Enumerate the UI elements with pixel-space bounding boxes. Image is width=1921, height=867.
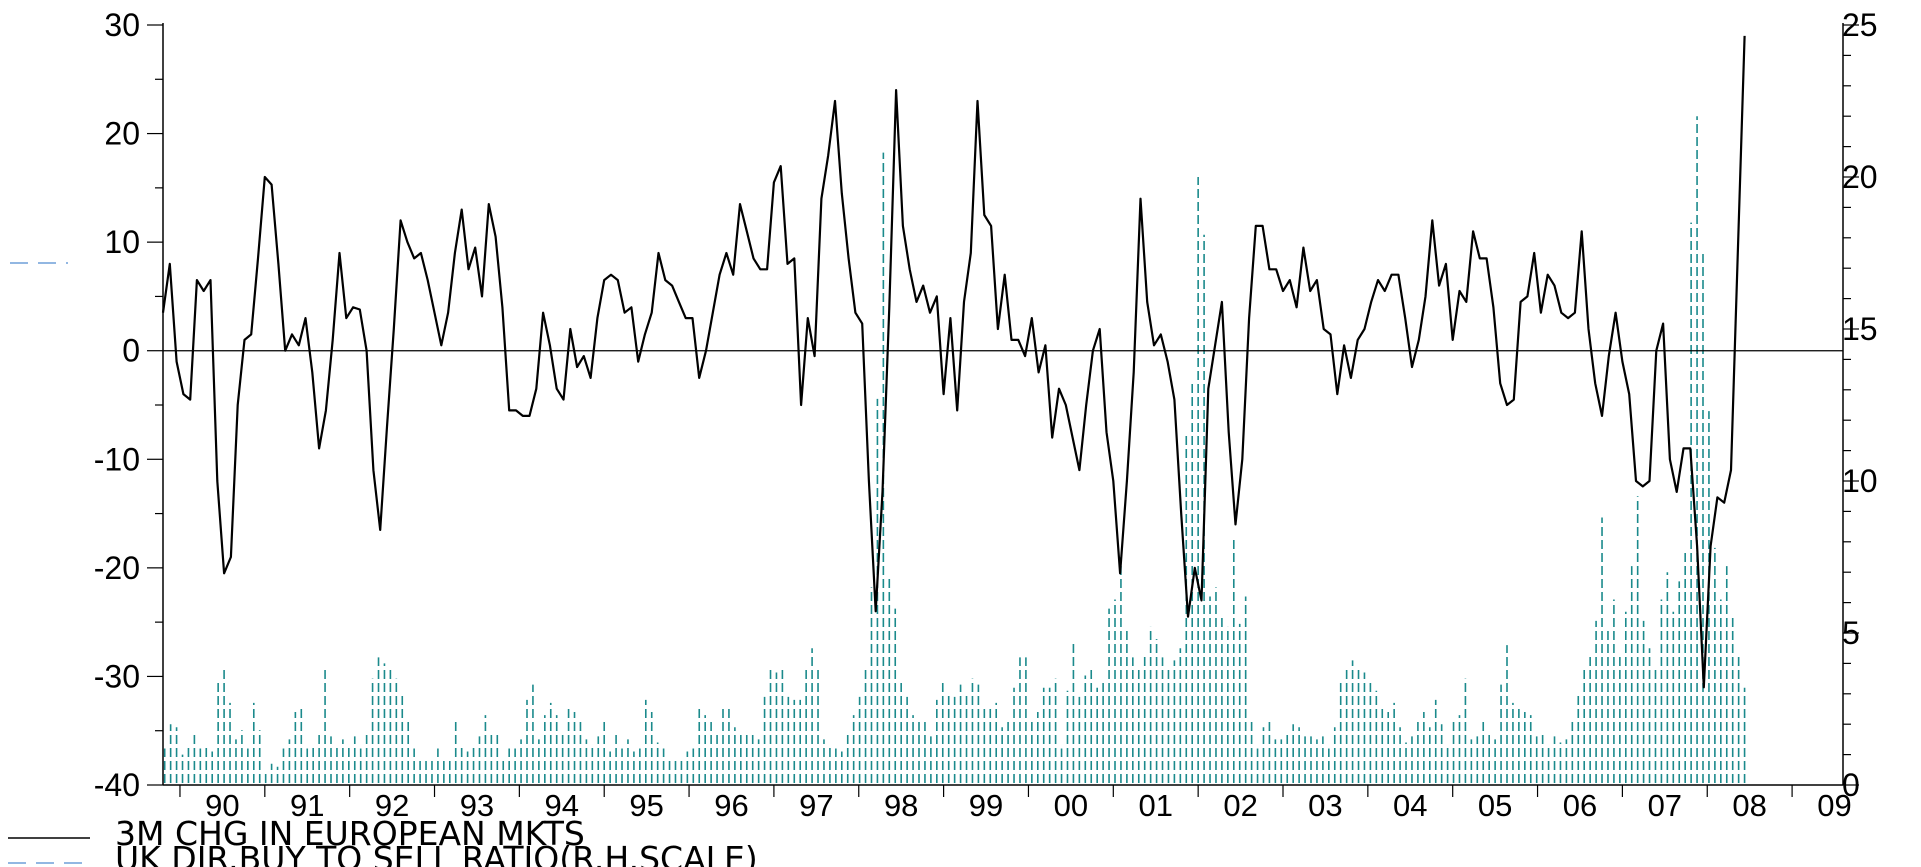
left-tick-label: 30 xyxy=(104,7,140,43)
x-year-label: 90 xyxy=(205,788,239,823)
x-year-label: 08 xyxy=(1732,788,1766,823)
european-mkts-line xyxy=(161,35,1746,689)
left-tick-label: -40 xyxy=(94,767,140,803)
x-year-label: 06 xyxy=(1563,788,1597,823)
left-tick-label: -20 xyxy=(94,550,140,586)
left-tick-label: 10 xyxy=(104,224,140,260)
left-tick-label: 20 xyxy=(104,116,140,152)
x-year-label: 97 xyxy=(799,788,833,823)
legend-label-european-mkts: 3M CHG IN EUROPEAN MKTS xyxy=(115,814,585,853)
right-tick-label: 10 xyxy=(1842,463,1878,499)
european-mkts-line-series xyxy=(161,35,1746,689)
right-tick-label: 20 xyxy=(1842,159,1878,195)
x-year-label: 07 xyxy=(1648,788,1682,823)
x-year-label: 98 xyxy=(884,788,918,823)
x-year-label: 99 xyxy=(969,788,1003,823)
legend-label-buy-sell-ratio: UK DIR.BUY TO SELL RATIO(R.H.SCALE) xyxy=(115,839,758,867)
x-year-label: 00 xyxy=(1054,788,1088,823)
x-year-label: 94 xyxy=(545,788,579,823)
right-tick-label: 15 xyxy=(1842,311,1878,347)
x-year-label: 91 xyxy=(290,788,324,823)
x-year-label: 93 xyxy=(460,788,494,823)
left-tick-label: -10 xyxy=(94,441,140,477)
x-year-label: 04 xyxy=(1393,788,1427,823)
right-tick-label: 0 xyxy=(1842,767,1860,803)
x-year-label: 96 xyxy=(714,788,748,823)
x-year-label: 03 xyxy=(1308,788,1342,823)
right-tick-label: 5 xyxy=(1842,615,1860,651)
x-year-label: 92 xyxy=(375,788,409,823)
x-year-label: 95 xyxy=(629,788,663,823)
x-year-label: 01 xyxy=(1138,788,1172,823)
x-year-label: 09 xyxy=(1817,788,1851,823)
right-tick-label: 25 xyxy=(1842,7,1878,43)
buy-sell-ratio-bars xyxy=(163,116,1746,783)
legend: 3M CHG IN EUROPEAN MKTS UK DIR.BUY TO SE… xyxy=(8,262,758,867)
left-tick-label: -30 xyxy=(94,658,140,694)
x-year-label: 05 xyxy=(1478,788,1512,823)
x-year-label: 02 xyxy=(1223,788,1257,823)
left-tick-label: 0 xyxy=(122,333,140,369)
